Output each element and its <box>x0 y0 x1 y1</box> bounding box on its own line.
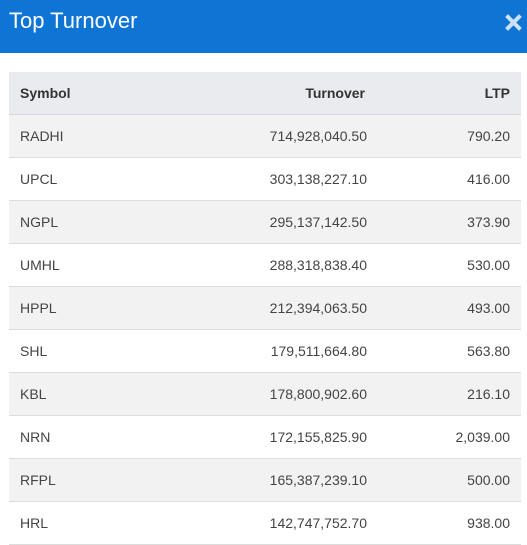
cell-ltp: 2,039.00 <box>379 415 521 459</box>
modal-header: Top Turnover <box>0 0 527 53</box>
cell-ltp: 563.80 <box>379 329 521 373</box>
table-row[interactable]: RFPL 165,387,239.10 500.00 <box>9 458 521 502</box>
cell-turnover: 179,511,664.80 <box>179 329 379 373</box>
table-row[interactable]: UMHL 288,318,838.40 530.00 <box>9 243 521 287</box>
cell-ltp: 373.90 <box>379 200 521 244</box>
cell-turnover: 172,155,825.90 <box>179 415 379 459</box>
cell-turnover: 714,928,040.50 <box>179 114 379 158</box>
cell-ltp: 500.00 <box>379 458 521 502</box>
cell-ltp: 790.20 <box>379 114 521 158</box>
cell-symbol: KBL <box>9 372 179 416</box>
table-row[interactable]: NGPL 295,137,142.50 373.90 <box>9 200 521 244</box>
cell-symbol: SHL <box>9 329 179 373</box>
cell-turnover: 165,387,239.10 <box>179 458 379 502</box>
cell-symbol: HRL <box>9 501 179 545</box>
close-icon <box>504 13 522 31</box>
cell-ltp: 938.00 <box>379 501 521 545</box>
table-row[interactable]: HPPL 212,394,063.50 493.00 <box>9 286 521 330</box>
table-row[interactable]: RADHI 714,928,040.50 790.20 <box>9 114 521 158</box>
cell-turnover: 295,137,142.50 <box>179 200 379 244</box>
modal-title: Top Turnover <box>9 8 138 33</box>
table-row[interactable]: NRN 172,155,825.90 2,039.00 <box>9 415 521 459</box>
column-header-turnover[interactable]: Turnover <box>179 72 379 115</box>
table-row[interactable]: HRL 142,747,752.70 938.00 <box>9 501 521 545</box>
table-header-row: Symbol Turnover LTP <box>9 72 521 115</box>
cell-turnover: 142,747,752.70 <box>179 501 379 545</box>
cell-ltp: 416.00 <box>379 157 521 201</box>
cell-symbol: UPCL <box>9 157 179 201</box>
turnover-table: Symbol Turnover LTP RADHI 714,928,040.50… <box>9 72 521 545</box>
table-row[interactable]: SHL 179,511,664.80 563.80 <box>9 329 521 373</box>
column-header-ltp[interactable]: LTP <box>379 72 521 115</box>
cell-symbol: NRN <box>9 415 179 459</box>
turnover-table-container: Symbol Turnover LTP RADHI 714,928,040.50… <box>9 72 521 545</box>
table-row[interactable]: KBL 178,800,902.60 216.10 <box>9 372 521 416</box>
table-row[interactable]: UPCL 303,138,227.10 416.00 <box>9 157 521 201</box>
cell-ltp: 530.00 <box>379 243 521 287</box>
close-button[interactable] <box>503 11 523 33</box>
cell-turnover: 178,800,902.60 <box>179 372 379 416</box>
cell-symbol: RFPL <box>9 458 179 502</box>
cell-symbol: UMHL <box>9 243 179 287</box>
cell-symbol: NGPL <box>9 200 179 244</box>
cell-turnover: 212,394,063.50 <box>179 286 379 330</box>
column-header-symbol[interactable]: Symbol <box>9 72 179 115</box>
cell-ltp: 493.00 <box>379 286 521 330</box>
cell-symbol: HPPL <box>9 286 179 330</box>
cell-ltp: 216.10 <box>379 372 521 416</box>
cell-turnover: 303,138,227.10 <box>179 157 379 201</box>
cell-turnover: 288,318,838.40 <box>179 243 379 287</box>
cell-symbol: RADHI <box>9 114 179 158</box>
